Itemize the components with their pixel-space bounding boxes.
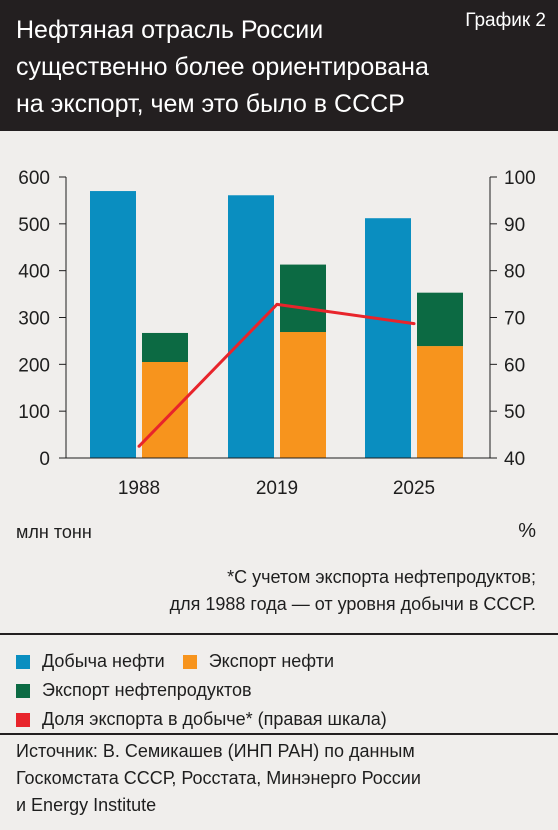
bar-production [90,191,136,459]
footnote: *С учетом экспорта нефтепродуктов; для 1… [170,564,536,618]
source-line-3: и Energy Institute [16,795,157,815]
point-export-share [412,322,416,326]
footnote-line-1: *С учетом экспорта нефтепродуктов; [227,567,536,587]
legend-swatch [16,712,30,727]
right-axis-tick-label: 90 [504,215,525,236]
source-line-1: Источник: В. Семикашев (ИНП РАН) по данн… [16,741,415,761]
point-export-share [275,302,279,306]
left-axis-tick-label: 100 [18,402,50,423]
legend-row: Доля экспорта в добыче* (правая шкала) [16,705,546,734]
right-axis-tick-label: 60 [504,355,525,376]
legend: Добыча нефти Экспорт нефти Экспорт нефте… [16,647,546,734]
chart: 0 100 200 300 400 500 600 40 50 60 70 80 90 100 1988 20… [0,131,558,621]
legend-item-oil-export: Экспорт нефти [182,651,335,672]
legend-label: Добыча нефти [42,651,165,671]
legend-row: Экспорт нефтепродуктов [16,676,546,705]
left-axis-unit: млн тонн [16,522,92,542]
left-axis-tick-label: 200 [18,355,50,376]
footnote-line-2: для 1988 года — от уровня добычи в СССР. [169,594,536,614]
right-axis-tick-label: 70 [504,309,525,330]
chart-title: Нефтяная отрасль России существенно боле… [16,16,429,118]
bar-products-export [417,292,463,347]
bar-oil-export [417,346,463,458]
bar-products-export [142,332,188,362]
right-axis-tick-label: 40 [504,449,525,470]
source: Источник: В. Семикашев (ИНП РАН) по данн… [16,738,536,819]
divider [0,633,558,635]
legend-item-export-share: Доля экспорта в добыче* (правая шкала) [16,709,387,730]
legend-item-production: Добыча нефти [16,651,165,672]
source-line-2: Госкомстата СССР, Росстата, Минэнерго Ро… [16,768,421,788]
x-axis-tick-label: 2019 [256,478,298,499]
x-axis-tick-label: 2025 [393,478,435,499]
legend-swatch [16,654,30,669]
chart-svg: 0 100 200 300 400 500 600 40 50 60 70 80 90 100 1988 20… [18,168,536,499]
left-axis-tick-label: 0 [39,449,50,470]
bar-production [228,195,274,458]
legend-label: Экспорт нефти [208,651,335,671]
graph-label: График 2 [465,10,546,31]
header: Нефтяная отрасль России существенно боле… [0,0,558,131]
legend-swatch [16,683,30,698]
point-export-share [137,444,141,448]
left-axis-tick-label: 300 [18,309,50,330]
legend-row: Добыча нефти Экспорт нефти [16,647,546,676]
right-axis-tick-label: 80 [504,262,525,283]
bar-products-export [280,264,326,333]
divider [0,733,558,735]
x-axis-tick-label: 1988 [118,478,160,499]
legend-swatch [182,654,197,669]
bar-oil-export [142,361,188,458]
bar-production [365,218,411,458]
legend-label: Доля экспорта в добыче* (правая шкала) [42,709,387,729]
right-axis-unit: % [518,520,536,542]
legend-item-products-export: Экспорт нефтепродуктов [16,680,252,701]
bar-oil-export [280,332,326,458]
right-axis-tick-label: 50 [504,402,525,423]
right-axis-tick-label: 100 [504,168,536,189]
left-axis-tick-label: 600 [18,168,50,189]
left-axis-tick-label: 500 [18,215,50,236]
left-axis-tick-label: 400 [18,262,50,283]
legend-label: Экспорт нефтепродуктов [42,680,252,700]
